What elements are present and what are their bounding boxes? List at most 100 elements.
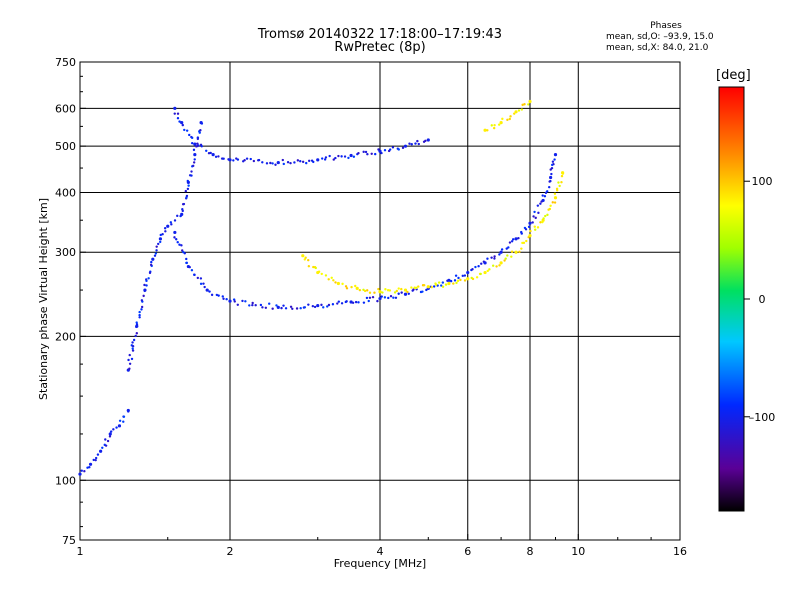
echo-point-fill [520, 247, 523, 250]
echo-point [499, 121, 503, 125]
echo-point-fill [434, 283, 438, 286]
echo-point-fill [558, 184, 561, 188]
echo-point-fill [241, 299, 244, 303]
echo-point-fill [291, 307, 294, 310]
grid-lines [80, 62, 680, 540]
colorbar-tick-label: 0 [759, 293, 766, 306]
y-axis-ticks: 75 100 200 300 400 500 600 750 [55, 56, 86, 547]
echo-point-fill [332, 158, 335, 161]
echo-point [88, 462, 93, 466]
echo-point-fill [444, 283, 448, 286]
echo-point-fill [500, 248, 504, 251]
echo-point-fill [181, 123, 185, 127]
echo-point-fill [140, 308, 143, 311]
echo-point [553, 153, 558, 157]
echo-point-fill [186, 179, 189, 183]
echo-point-fill [527, 103, 530, 106]
echo-point-fill [261, 306, 264, 309]
echo-point-fill [131, 345, 135, 348]
echo-point [514, 110, 518, 114]
echo-point-fill [132, 338, 136, 342]
echo-point-fill [542, 217, 545, 220]
echo-point-fill [551, 160, 555, 163]
echo-point-fill [508, 117, 512, 121]
echo-points [78, 99, 565, 476]
echo-point-fill [284, 307, 288, 310]
echo-point-fill [254, 304, 257, 307]
echo-point-fill [422, 284, 426, 287]
echo-point-fill [186, 187, 190, 191]
echo-point-fill [190, 141, 194, 145]
echo-point-fill [531, 221, 534, 224]
echo-point [528, 221, 532, 225]
echo-point-fill [173, 236, 176, 239]
echo-point-fill [553, 158, 556, 161]
echo-point-fill [203, 285, 206, 289]
echo-point-fill [389, 295, 393, 298]
echo-point [483, 128, 487, 132]
y-tick-label: 100 [55, 474, 76, 487]
echo-point-fill [330, 276, 333, 280]
echo-point-fill [217, 294, 220, 297]
echo-point-fill [366, 289, 369, 292]
echo-point-fill [337, 154, 340, 158]
echo-point-fill [154, 252, 158, 255]
echo-point-fill [299, 307, 302, 310]
echo-point-fill [504, 257, 507, 260]
echo-point-fill [498, 264, 501, 267]
echo-point [151, 257, 155, 261]
echo-point-fill [299, 160, 302, 163]
echo-point-fill [326, 305, 329, 308]
echo-point-fill [364, 150, 368, 154]
echo-point-fill [424, 139, 427, 143]
echo-point-fill [280, 306, 283, 310]
echo-point-fill [88, 466, 91, 469]
echo-point-fill [408, 142, 411, 145]
colorbar [719, 87, 744, 511]
echo-point [499, 250, 503, 254]
echo-point-fill [128, 353, 131, 357]
echo-point-fill [357, 301, 360, 304]
echo-point [549, 175, 553, 180]
echo-point-fill [183, 128, 186, 132]
echo-point-fill [373, 291, 376, 294]
echo-point [205, 288, 209, 292]
y-tick-label: 400 [55, 186, 76, 199]
echo-point-fill [138, 316, 141, 319]
echo-point-fill [311, 304, 315, 308]
echo-point-fill [509, 115, 512, 118]
echo-point [447, 278, 451, 282]
colorbar-unit: [deg] [716, 68, 751, 83]
echo-point [541, 198, 545, 203]
echo-point-fill [108, 435, 112, 438]
echo-point-fill [323, 158, 327, 161]
echo-point-fill [271, 162, 274, 165]
echo-point [173, 230, 177, 235]
echo-point-fill [536, 204, 540, 207]
echo-point [403, 288, 408, 292]
echo-point-fill [236, 303, 239, 306]
echo-point-fill [257, 158, 261, 162]
echo-point-fill [196, 144, 199, 148]
echo-point-fill [183, 252, 186, 255]
echo-point-fill [421, 290, 424, 293]
echo-point-fill [192, 148, 196, 152]
echo-point-fill [140, 299, 144, 302]
echo-point-fill [387, 296, 390, 300]
echo-point-fill [282, 162, 285, 166]
echo-point-fill [391, 146, 395, 149]
echo-point-fill [490, 124, 493, 127]
echo-point-fill [259, 303, 263, 307]
echo-point [228, 299, 232, 303]
echo-point-fill [376, 299, 379, 303]
echo-point-fill [533, 210, 536, 214]
echo-point [193, 142, 197, 146]
echo-point-fill [232, 159, 235, 162]
echo-point-fill [101, 446, 104, 449]
echo-point-fill [271, 307, 274, 310]
echo-point-fill [182, 202, 186, 206]
echo-point [99, 449, 103, 453]
echo-point-fill [142, 294, 145, 298]
echo-point-fill [127, 358, 130, 362]
